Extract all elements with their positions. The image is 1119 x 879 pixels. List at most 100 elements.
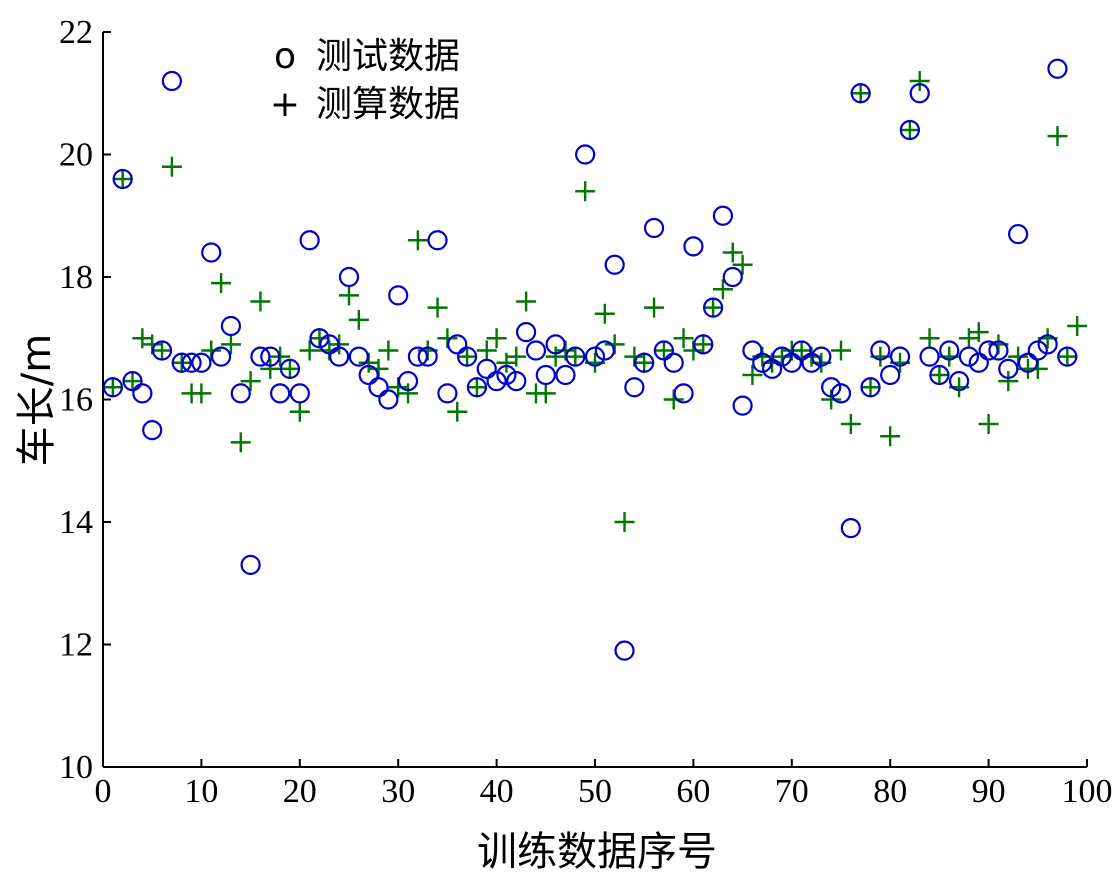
test-data-point (388, 285, 409, 306)
test-data-point (230, 383, 251, 404)
x-tick-label: 70 (775, 773, 809, 810)
estimated-data-point (978, 414, 999, 434)
y-tick-label: 10 (59, 749, 93, 786)
estimated-data-point (644, 297, 665, 318)
estimated-data-point (722, 242, 743, 263)
estimated-data-point (102, 377, 123, 398)
test-data-point (358, 364, 379, 386)
x-tick-label: 40 (480, 773, 514, 810)
test-data-point (319, 334, 340, 355)
test-data-point (142, 420, 163, 441)
estimated-data-point (850, 83, 871, 104)
test-data-point (673, 383, 694, 404)
axes-frame (102, 32, 1087, 768)
test-data-point (939, 340, 960, 361)
test-data-point (289, 383, 310, 404)
test-data-point (309, 328, 330, 349)
test-data-point (929, 364, 950, 386)
test-data-point (397, 371, 419, 392)
test-data-point (417, 346, 438, 367)
test-data-point (191, 352, 212, 373)
estimated-data-point (594, 303, 615, 324)
test-data-point (201, 242, 222, 263)
y-tick-label: 18 (59, 259, 93, 296)
estimated-data-point (614, 512, 635, 532)
test-data-point (525, 340, 547, 361)
estimated-data-point (112, 169, 133, 189)
estimated-data-point (831, 340, 851, 361)
test-data-point (722, 266, 743, 288)
test-data-point (516, 322, 537, 343)
estimated-data-point (1067, 316, 1088, 336)
estimated-data-point (161, 156, 182, 177)
test-data-point (850, 83, 871, 104)
test-data-point (693, 334, 714, 355)
legend-label-1: 测算数据 (316, 84, 460, 125)
estimated-data-point (427, 297, 448, 318)
test-data-point (643, 217, 665, 239)
test-data-point (476, 358, 497, 379)
test-data-point (338, 266, 360, 288)
y-tick-label: 16 (59, 382, 93, 419)
test-data-point (702, 297, 724, 318)
test-data-point (889, 346, 911, 367)
test-data-point (771, 346, 793, 367)
x-axis-label: 训练数据序号 (477, 829, 717, 875)
x-tick-label: 20 (283, 773, 317, 810)
legend: o 测试数据 + 测算数据 (270, 36, 460, 125)
test-data-point (958, 346, 980, 367)
estimated-data-point (407, 230, 428, 251)
estimated-data-point (732, 254, 753, 275)
estimated-data-point (1047, 126, 1068, 147)
test-data-point (732, 395, 753, 416)
test-data-point (1037, 334, 1058, 355)
legend-marker-1: + (270, 84, 300, 125)
test-data-point (279, 358, 301, 379)
estimated-data-point (693, 334, 714, 355)
test-data-point (555, 364, 576, 386)
estimated-data-point (220, 334, 241, 355)
test-data-point (496, 364, 517, 386)
estimated-data-point (279, 358, 300, 379)
test-data-point (427, 230, 448, 251)
test-data-point (368, 377, 389, 398)
estimated-data-point (457, 346, 478, 367)
test-data-point (270, 383, 291, 404)
estimated-data-point (191, 383, 212, 404)
test-data-point (112, 168, 133, 190)
estimated-data-point (447, 401, 468, 422)
test-data-point (653, 340, 674, 361)
test-data-point (624, 377, 645, 398)
test-data-point (978, 340, 999, 361)
test-data-point (250, 346, 271, 367)
estimated-data-point (653, 340, 674, 361)
test-data-point (604, 254, 625, 275)
test-data-point (181, 352, 202, 373)
x-tick-label: 60 (676, 773, 710, 810)
legend-marker-0: o (274, 36, 296, 77)
test-data-point (683, 236, 704, 257)
test-data-point (329, 346, 350, 367)
estimated-data-point (260, 358, 281, 379)
test-data-point (840, 518, 861, 539)
estimated-data-point (840, 414, 861, 434)
test-data-point (811, 346, 832, 367)
test-data-point (988, 340, 1009, 361)
test-data-point (1008, 224, 1029, 245)
estimated-data-point (634, 352, 655, 373)
test-data-point (486, 371, 507, 392)
estimated-data-point (535, 383, 556, 404)
y-tick-label: 14 (59, 504, 93, 541)
estimated-data-point (289, 401, 310, 422)
test-data-point (260, 346, 281, 367)
test-data-point (407, 346, 428, 367)
test-data-point (821, 377, 842, 398)
x-tick-label: 0 (95, 773, 112, 810)
test-data-point (171, 352, 192, 373)
estimated-data-point (575, 181, 596, 202)
test-data-point (220, 315, 242, 337)
estimated-data-point (152, 340, 173, 361)
test-data-point (948, 371, 970, 392)
test-data-point (210, 346, 232, 367)
